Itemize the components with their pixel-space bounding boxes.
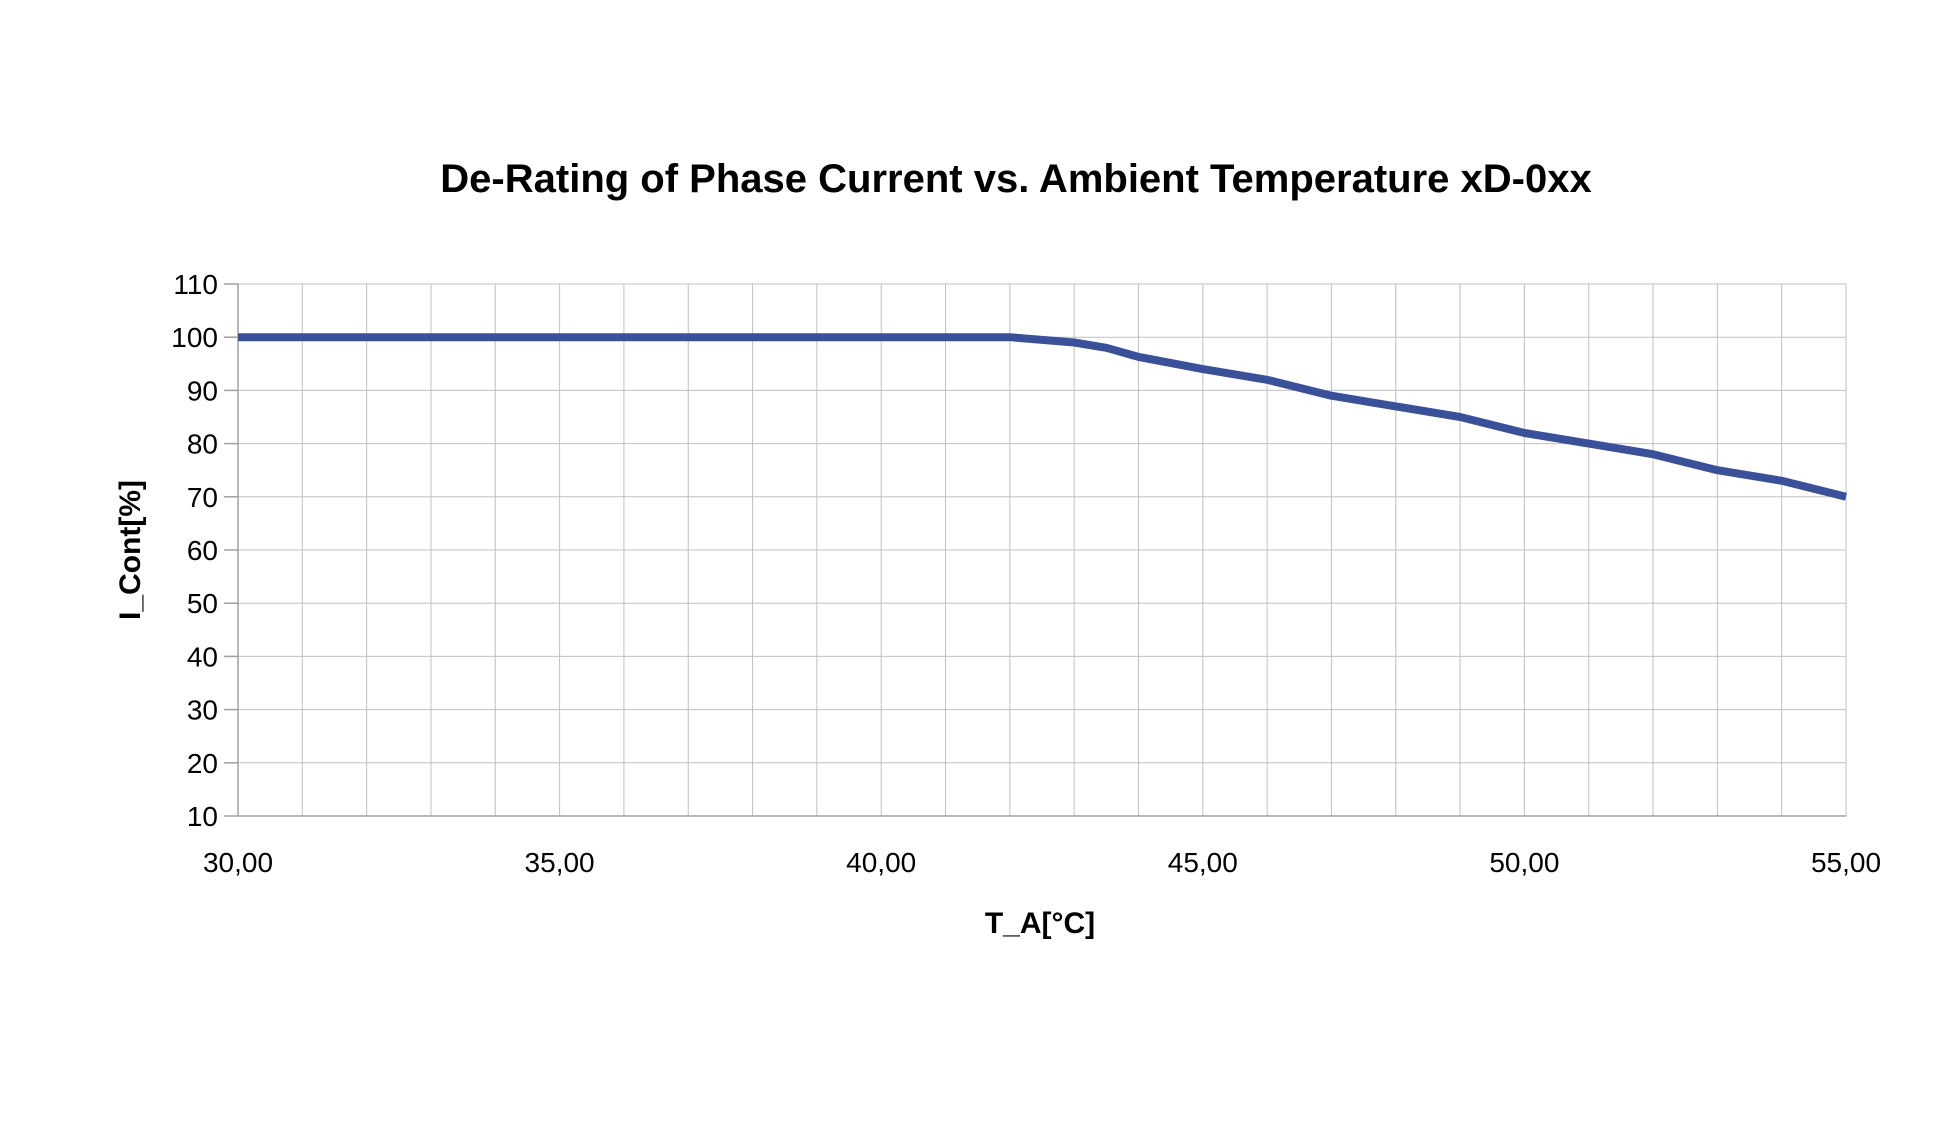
- y-tick-label: 10: [187, 801, 218, 832]
- x-tick-label: 30,00: [203, 847, 273, 878]
- y-tick-label: 90: [187, 375, 218, 406]
- y-tick-label: 50: [187, 588, 218, 619]
- y-tick-label: 80: [187, 429, 218, 460]
- x-tick-label: 45,00: [1168, 847, 1238, 878]
- y-axis-label: I_Cont[%]: [114, 480, 147, 620]
- y-axis-ticks: 10 20 30 40 50 60 70 80 90 100 110: [171, 269, 238, 832]
- y-tick-label: 60: [187, 535, 218, 566]
- y-tick-label: 30: [187, 695, 218, 726]
- y-tick-label: 100: [171, 322, 218, 353]
- y-tick-label: 110: [173, 269, 218, 300]
- chart-title: De-Rating of Phase Current vs. Ambient T…: [440, 157, 1591, 201]
- series-line: [238, 333, 1847, 501]
- y-tick-label: 40: [187, 641, 218, 672]
- x-axis-label: T_A[°C]: [985, 907, 1095, 940]
- y-tick-label: 70: [187, 482, 218, 513]
- x-tick-label: 55,00: [1811, 847, 1881, 878]
- x-tick-label: 40,00: [846, 847, 916, 878]
- series-layer: [238, 333, 1847, 501]
- x-tick-label: 35,00: [525, 847, 595, 878]
- grid: [238, 283, 1847, 816]
- y-tick-label: 20: [187, 748, 218, 779]
- x-axis-ticks: 30,00 35,00 40,00 45,00 50,00 55,00: [203, 847, 1881, 878]
- x-tick-label: 50,00: [1489, 847, 1559, 878]
